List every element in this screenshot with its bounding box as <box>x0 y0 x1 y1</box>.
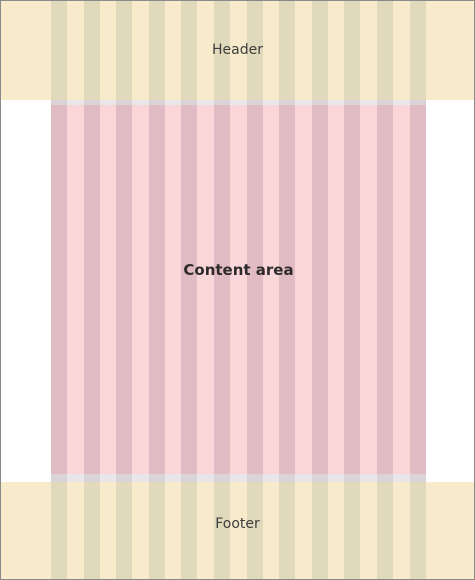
grid-column <box>311 482 328 579</box>
grid-column <box>377 100 393 105</box>
grid-column <box>181 1 198 100</box>
grid-column <box>116 100 133 105</box>
grid-column <box>311 474 328 482</box>
grid-column <box>148 474 165 482</box>
grid-column <box>83 1 100 100</box>
grid-column <box>311 105 328 474</box>
grid-column <box>246 1 263 100</box>
grid-column <box>344 482 361 579</box>
grid-column <box>51 474 67 482</box>
grid-column <box>409 482 426 579</box>
grid-column <box>148 1 165 100</box>
grid-column <box>409 105 426 474</box>
grid-column <box>214 1 230 100</box>
grid-column <box>214 100 230 105</box>
grid-column <box>377 474 393 482</box>
grid-column <box>344 1 361 100</box>
grid-column <box>181 100 198 105</box>
grid-column <box>279 105 296 474</box>
grid-column <box>51 482 67 579</box>
grid-column <box>116 482 133 579</box>
grid-column <box>409 1 426 100</box>
grid-column <box>148 105 165 474</box>
header-gutter-columns <box>51 100 426 105</box>
grid-column <box>279 1 296 100</box>
grid-column <box>51 100 67 105</box>
footer-label: Footer <box>215 516 260 532</box>
footer-gutter-columns <box>51 474 426 482</box>
grid-column <box>214 482 230 579</box>
grid-column <box>279 474 296 482</box>
grid-column <box>214 105 230 474</box>
grid-column <box>83 100 100 105</box>
grid-column <box>279 100 296 105</box>
grid-column <box>181 482 198 579</box>
grid-column <box>377 482 393 579</box>
content-region: Content area <box>51 105 426 474</box>
footer-region: Footer <box>1 482 474 579</box>
grid-column <box>214 474 230 482</box>
header-region: Header <box>1 1 474 100</box>
grid-column <box>116 105 133 474</box>
grid-column <box>116 474 133 482</box>
grid-column <box>148 100 165 105</box>
grid-column <box>83 474 100 482</box>
grid-column <box>377 105 393 474</box>
grid-column <box>377 1 393 100</box>
grid-column <box>311 100 328 105</box>
content-grid-columns <box>51 105 426 474</box>
grid-column <box>116 1 133 100</box>
grid-column <box>344 100 361 105</box>
footer-grid-columns <box>1 482 474 579</box>
grid-column <box>181 474 198 482</box>
grid-column <box>51 1 67 100</box>
footer-gutter-band <box>51 474 426 482</box>
header-grid-columns <box>1 1 474 100</box>
header-gutter-band <box>51 100 426 105</box>
grid-column <box>246 105 263 474</box>
grid-column <box>246 100 263 105</box>
content-label: Content area <box>183 261 294 279</box>
grid-column <box>51 105 67 474</box>
grid-column <box>83 482 100 579</box>
grid-column <box>409 100 426 105</box>
grid-column <box>279 482 296 579</box>
grid-column <box>409 474 426 482</box>
grid-column <box>246 482 263 579</box>
grid-column <box>246 474 263 482</box>
grid-column <box>181 105 198 474</box>
grid-column <box>311 1 328 100</box>
header-label: Header <box>212 42 263 58</box>
grid-column <box>148 482 165 579</box>
grid-column <box>83 105 100 474</box>
grid-column <box>344 474 361 482</box>
grid-column <box>344 105 361 474</box>
